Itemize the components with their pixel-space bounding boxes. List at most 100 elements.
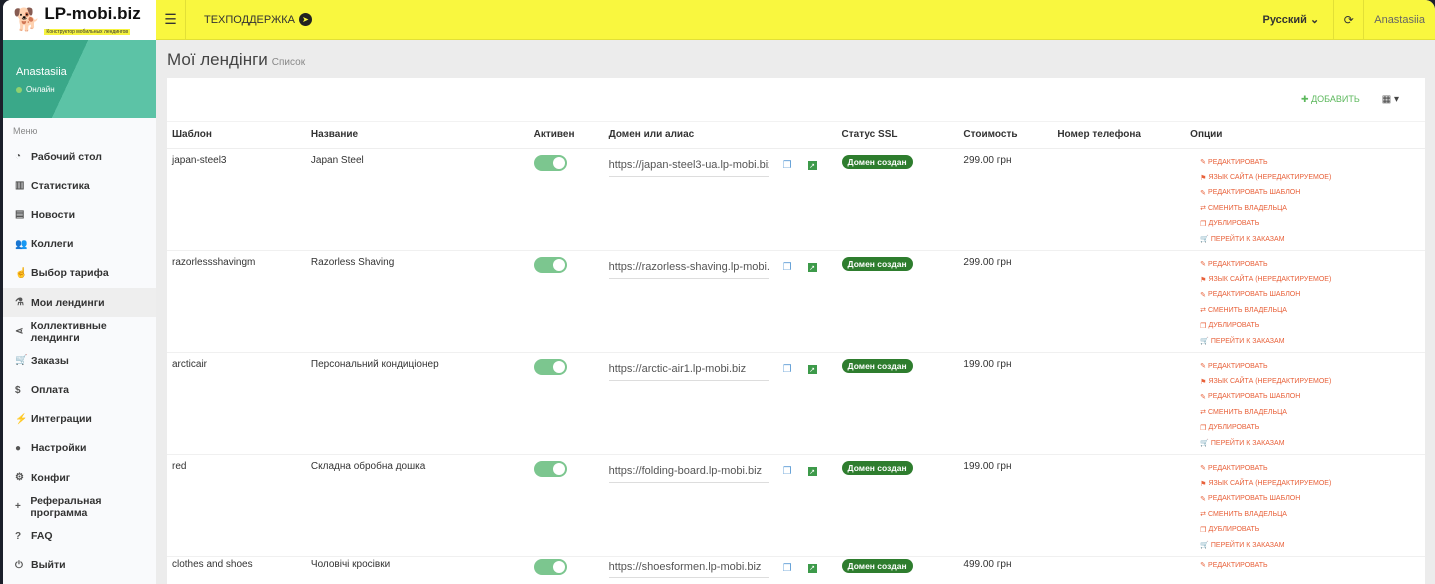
active-toggle[interactable]: [533, 358, 567, 375]
action-link[interactable]: ⇄ СМЕНИТЬ ВЛАДЕЛЬЦА: [1190, 201, 1420, 216]
sidebar-item[interactable]: ● Настройки: [3, 434, 156, 463]
action-link[interactable]: ❐ ДУБЛИРОВАТЬ: [1190, 522, 1420, 537]
copy-icon[interactable]: ❐: [782, 160, 792, 171]
action-icon: ✎: [1200, 159, 1207, 167]
user-menu[interactable]: Anastasiia: [1363, 0, 1435, 40]
action-label: ЯЗЫК САЙТА (НЕРЕДАКТИРУЕМОЕ): [1208, 378, 1332, 386]
column-header[interactable]: Опции: [1185, 122, 1425, 149]
table-row: japan-steel3 Japan Steel https://japan-s…: [167, 148, 1425, 251]
action-link[interactable]: ✎ РЕДАКТИРОВАТЬ: [1190, 257, 1420, 272]
sidebar-item[interactable]: + Реферальная программа: [3, 492, 156, 521]
landings-table: Шаблон Название Активен Домен или алиас Стат…: [167, 122, 1425, 578]
price-cell: 199.00 грн: [958, 352, 1053, 455]
action-link[interactable]: ⚑ ЯЗЫК САЙТА (НЕРЕДАКТИРУЕМОЕ): [1190, 170, 1420, 185]
sidebar-item[interactable]: ⋖ Коллективные лендинги: [3, 317, 156, 346]
external-link-icon[interactable]: ↗: [807, 161, 817, 170]
action-link[interactable]: ⇄ СМЕНИТЬ ВЛАДЕЛЬЦА: [1190, 303, 1420, 318]
column-header[interactable]: Стоимость: [958, 122, 1053, 149]
action-label: РЕДАКТИРОВАТЬ ШАБЛОН: [1208, 189, 1301, 197]
action-link[interactable]: ✎ РЕДАКТИРОВАТЬ ШАБЛОН: [1190, 491, 1420, 506]
brand-name: LP-mobi.biz: [44, 3, 141, 23]
user-plus-icon: +: [15, 501, 21, 513]
domain-field[interactable]: https://folding-board.lp-mobi.biz: [608, 461, 769, 483]
action-link[interactable]: ✎ РЕДАКТИРОВАТЬ: [1190, 359, 1420, 374]
active-toggle[interactable]: [533, 558, 567, 575]
sidebar-item[interactable]: 🛒 Заказы: [3, 346, 156, 375]
name-cell: Персональний кондиціонер: [305, 352, 529, 455]
domain-field[interactable]: https://shoesformen.lp-mobi.biz: [608, 559, 769, 578]
action-link[interactable]: ❐ ДУБЛИРОВАТЬ: [1190, 318, 1420, 333]
action-link[interactable]: ✎ РЕДАКТИРОВАТЬ: [1190, 559, 1420, 572]
action-link[interactable]: 🛒 ПЕРЕЙТИ К ЗАКАЗАМ: [1190, 333, 1420, 348]
action-link[interactable]: ⚑ ЯЗЫК САЙТА (НЕРЕДАКТИРУЕМОЕ): [1190, 476, 1420, 491]
logo[interactable]: 🐕 LP-mobi.biz Конструктор мобильных ленди…: [3, 0, 156, 40]
sidebar-item[interactable]: ⏻ Выйти: [3, 551, 156, 580]
action-link[interactable]: ✎ РЕДАКТИРОВАТЬ ШАБЛОН: [1190, 185, 1420, 200]
phone-cell: [1052, 250, 1186, 353]
name-cell: Складна обробна дошка: [305, 454, 529, 557]
sidebar-item[interactable]: $ Оплата: [3, 376, 156, 405]
action-link[interactable]: 🛒 ПЕРЕЙТИ К ЗАКАЗАМ: [1190, 435, 1420, 450]
active-toggle[interactable]: [533, 256, 567, 273]
action-link[interactable]: ✎ РЕДАКТИРОВАТЬ: [1190, 461, 1420, 476]
column-header[interactable]: Активен: [528, 122, 604, 149]
menu-toggle-icon[interactable]: ☰: [156, 0, 186, 40]
action-link[interactable]: ⇄ СМЕНИТЬ ВЛАДЕЛЬЦА: [1190, 507, 1420, 522]
external-link-icon[interactable]: ↗: [807, 365, 817, 374]
sidebar-item[interactable]: 👥 Коллеги: [3, 230, 156, 259]
action-link[interactable]: ⚑ ЯЗЫК САЙТА (НЕРЕДАКТИРУЕМОЕ): [1190, 374, 1420, 389]
column-header[interactable]: Домен или алиас: [603, 122, 837, 149]
options-cell: ✎ РЕДАКТИРОВАТЬ: [1185, 556, 1425, 578]
active-toggle[interactable]: [533, 154, 567, 171]
sidebar-item[interactable]: ? FAQ: [3, 521, 156, 550]
table-row: razorlessshavingm Razorless Shaving http…: [167, 250, 1425, 353]
column-header[interactable]: Название: [305, 122, 529, 149]
columns-toggle-icon[interactable]: ▦ ▾: [1381, 94, 1399, 105]
action-link[interactable]: ❐ ДУБЛИРОВАТЬ: [1190, 216, 1420, 231]
copy-icon[interactable]: ❐: [782, 466, 792, 477]
support-link[interactable]: ТЕХПОДДЕРЖКА ➤: [204, 13, 312, 26]
sidebar-item-label: Новости: [31, 208, 76, 221]
action-icon: ❐: [1200, 322, 1207, 330]
external-link-icon[interactable]: ↗: [807, 563, 817, 573]
language-dropdown[interactable]: Русский ⌄: [1263, 13, 1334, 26]
sidebar-item[interactable]: ☝ Выбор тарифа: [3, 259, 156, 288]
sidebar-item[interactable]: ◔ Рабочий стол: [3, 142, 156, 171]
external-link-icon[interactable]: ↗: [807, 263, 817, 272]
active-toggle[interactable]: [533, 460, 567, 477]
action-link[interactable]: ✎ РЕДАКТИРОВАТЬ: [1190, 155, 1420, 170]
action-link[interactable]: ✎ РЕДАКТИРОВАТЬ ШАБЛОН: [1190, 389, 1420, 404]
copy-icon[interactable]: ❐: [782, 364, 792, 375]
template-cell: red: [167, 454, 306, 557]
copy-icon[interactable]: ❐: [782, 262, 792, 273]
options-cell: ✎ РЕДАКТИРОВАТЬ ⚑ ЯЗЫК САЙТА (НЕРЕДАКТИРУЕМ…: [1185, 148, 1425, 251]
copy-icon[interactable]: ❐: [782, 562, 792, 574]
action-icon: 🛒: [1200, 542, 1209, 550]
sidebar-item[interactable]: ⚗ Мои лендинги: [3, 287, 156, 318]
column-header[interactable]: Номер телефона: [1052, 122, 1186, 149]
domain-cell: https://razorless-shaving.lp-mobi.biz ❐ ↗: [603, 250, 837, 353]
add-button[interactable]: ✚ ДОБАВИТЬ: [1301, 94, 1360, 105]
column-header[interactable]: Статус SSL: [836, 122, 959, 149]
language-label: Русский: [1262, 14, 1307, 26]
domain-field[interactable]: https://japan-steel3-ua.lp-mobi.biz: [608, 155, 769, 177]
action-link[interactable]: ✎ РЕДАКТИРОВАТЬ ШАБЛОН: [1190, 287, 1420, 302]
domain-field[interactable]: https://arctic-air1.lp-mobi.biz: [608, 359, 769, 381]
refresh-icon[interactable]: ⟳: [1333, 0, 1363, 40]
question-icon: ?: [15, 530, 22, 542]
sidebar-item[interactable]: ▥ Статистика: [3, 171, 156, 200]
sidebar-item[interactable]: ▤ Новости: [3, 200, 156, 229]
template-cell: arcticair: [167, 352, 306, 455]
action-icon: ⇄: [1200, 307, 1207, 315]
domain-field[interactable]: https://razorless-shaving.lp-mobi.biz: [608, 257, 769, 279]
action-link[interactable]: ⇄ СМЕНИТЬ ВЛАДЕЛЬЦА: [1190, 405, 1420, 420]
action-link[interactable]: 🛒 ПЕРЕЙТИ К ЗАКАЗАМ: [1190, 537, 1420, 552]
external-link-icon[interactable]: ↗: [807, 467, 817, 476]
sidebar-item[interactable]: ⚙ Конфиг: [3, 463, 156, 492]
column-header[interactable]: Шаблон: [167, 122, 306, 149]
action-label: РЕДАКТИРОВАТЬ ШАБЛОН: [1208, 495, 1301, 503]
action-link[interactable]: ⚑ ЯЗЫК САЙТА (НЕРЕДАКТИРУЕМОЕ): [1190, 272, 1420, 287]
action-link[interactable]: 🛒 ПЕРЕЙТИ К ЗАКАЗАМ: [1190, 231, 1420, 246]
sidebar-item[interactable]: ⚡ Интеграции: [3, 405, 156, 434]
action-link[interactable]: ❐ ДУБЛИРОВАТЬ: [1190, 420, 1420, 435]
